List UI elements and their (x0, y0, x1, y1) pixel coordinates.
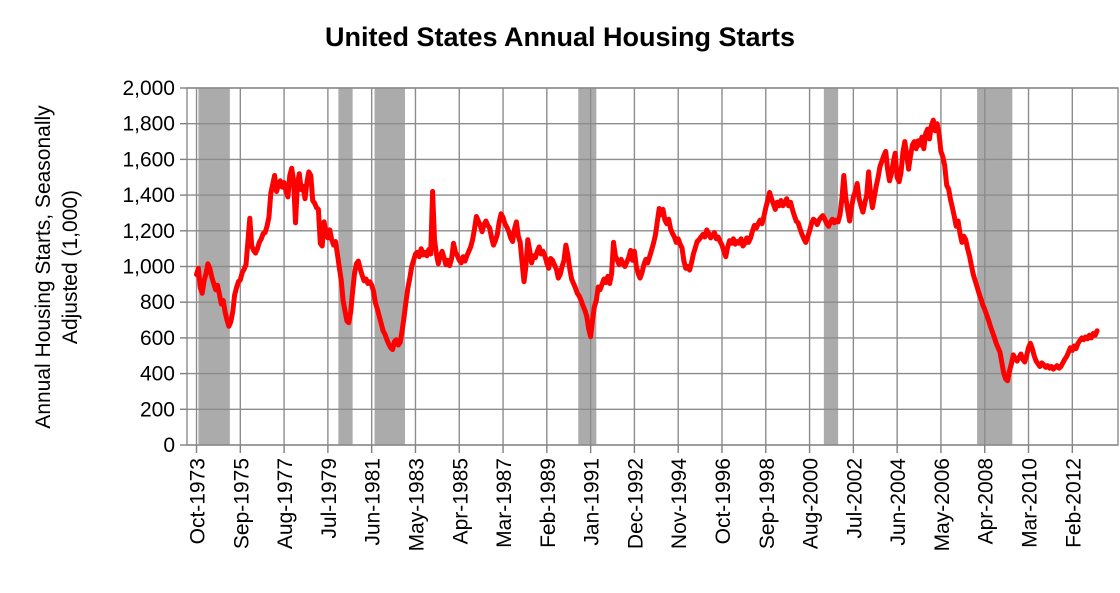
y-tick-label: 1,400 (122, 184, 175, 207)
y-tick-label: 200 (140, 398, 175, 421)
x-tick-label: Apr-2008 (975, 458, 998, 544)
x-tick-label: Jul-2002 (843, 458, 866, 539)
x-tick-label: Feb-2012 (1062, 458, 1085, 548)
x-tick-label: Oct-1996 (712, 458, 735, 544)
x-tick-label: Sep-1975 (230, 458, 253, 549)
x-tick-label: Oct-1973 (187, 458, 210, 544)
y-tick-label: 800 (140, 291, 175, 314)
y-tick-label: 0 (163, 434, 175, 457)
x-tick-label: Feb-1989 (537, 458, 560, 548)
y-tick-label: 400 (140, 363, 175, 386)
x-tick-label: Nov-1994 (668, 458, 691, 549)
x-tick-label: Apr-1985 (449, 458, 472, 544)
y-tick-label: 1,800 (122, 113, 175, 136)
y-tick-label: 1,000 (122, 256, 175, 279)
x-tick-label: Aug-2000 (800, 458, 823, 549)
x-tick-label: Mar-1987 (493, 458, 516, 548)
y-tick-label: 600 (140, 327, 175, 350)
x-tick-label: Mar-2010 (1019, 458, 1042, 548)
y-tick-label: 2,000 (122, 77, 175, 100)
housing-starts-line (194, 117, 1100, 384)
y-tick-label: 1,200 (122, 220, 175, 243)
chart-title: United States Annual Housing Starts (324, 22, 796, 52)
x-tick-label: Sep-1998 (756, 458, 779, 549)
y-tick-label: 1,600 (122, 148, 175, 171)
x-tick-label: May-2006 (931, 458, 954, 551)
x-tick-label: May-1983 (405, 458, 428, 551)
x-tick-label: Jun-1981 (362, 458, 385, 546)
x-tick-label: Jan-1991 (581, 458, 604, 546)
x-tick-label: Dec-1992 (624, 458, 647, 549)
x-tick-label: Jun-2004 (887, 458, 910, 546)
x-tick-label: Jul-1979 (318, 458, 341, 539)
x-tick-label: Aug-1977 (274, 458, 297, 549)
